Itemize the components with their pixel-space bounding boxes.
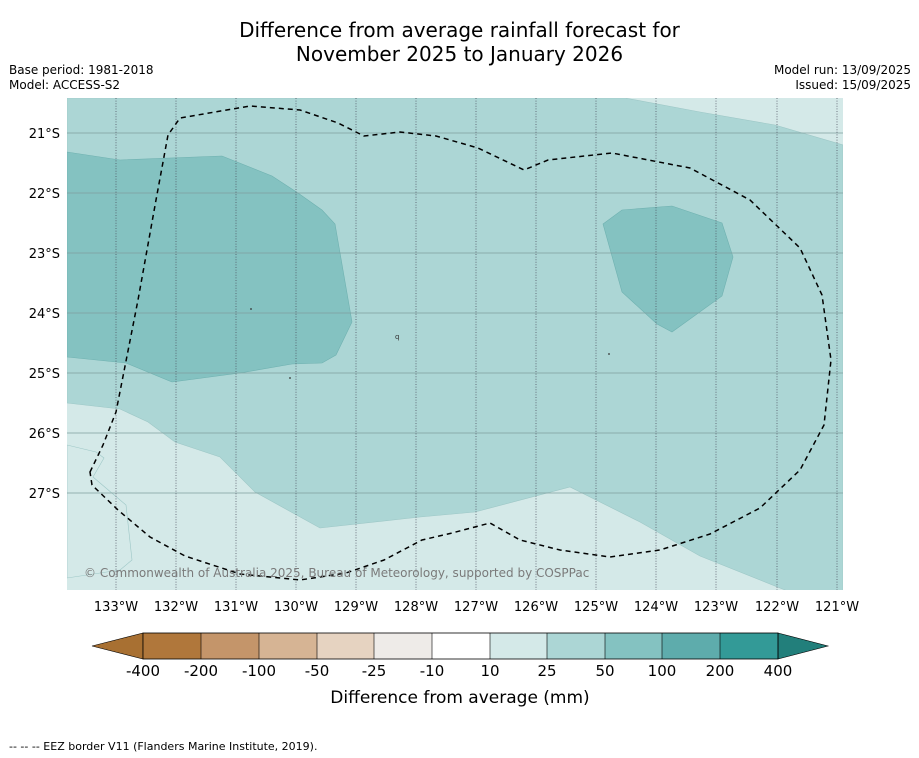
colorbar-segment: [432, 633, 490, 659]
footnote-eez: -- -- -- EEZ border V11 (Flanders Marine…: [9, 740, 318, 753]
model-run-text: Model run: 13/09/2025: [773, 63, 911, 77]
lon-labels: 133°W 132°W 131°W 130°W 129°W 128°W 127°…: [94, 600, 859, 615]
base-period-text: Base period: 1981-2018: [9, 63, 154, 77]
info-left: Base period: 1981-2018 Model: ACCESS-S2: [9, 63, 154, 93]
lat-label: 24°S: [29, 307, 60, 322]
colorbar-label: Difference from average (mm): [330, 688, 589, 708]
colorbar-tick-label: 25: [537, 662, 556, 680]
lat-label: 23°S: [29, 247, 60, 262]
colorbar-tick-label: 100: [648, 662, 677, 680]
lat-labels: 21°S 22°S 23°S 24°S 25°S 26°S 27°S: [29, 127, 60, 502]
lat-label: 26°S: [29, 427, 60, 442]
colorbar-segment: [259, 633, 317, 659]
colorbar-tick-label: -50: [305, 662, 330, 680]
colorbar-low-extension: [91, 632, 144, 660]
lon-label: 123°W: [694, 600, 738, 615]
colorbar-tick-label: -400: [126, 662, 160, 680]
colorbar-high-extension: [777, 632, 830, 660]
lat-label: 21°S: [29, 127, 60, 142]
rainfall-map: [67, 98, 843, 590]
lat-label: 22°S: [29, 187, 60, 202]
lon-label: 132°W: [154, 600, 198, 615]
colorbar-segment: [490, 633, 547, 659]
lon-label: 128°W: [394, 600, 438, 615]
colorbar-outline: [142, 632, 779, 660]
lon-label: 127°W: [454, 600, 498, 615]
lon-label: 121°W: [815, 600, 859, 615]
lon-label: 131°W: [214, 600, 258, 615]
colorbar-segment: [662, 633, 720, 659]
lat-gridlines: [67, 132, 843, 494]
colorbar-tick-labels: -400 -200 -100 -50 -25 -10 10 25 50 100 …: [126, 662, 792, 680]
colorbar-tick-label: -25: [362, 662, 387, 680]
colorbar-segment: [317, 633, 374, 659]
title-line-2: November 2025 to January 2026: [295, 42, 624, 66]
lon-label: 133°W: [94, 600, 138, 615]
islands: [250, 308, 610, 379]
colorbar-segment: [547, 633, 605, 659]
lon-label: 130°W: [274, 600, 318, 615]
issued-text: Issued: 15/09/2025: [795, 78, 911, 92]
colorbar-tick-label: 200: [706, 662, 735, 680]
colorbar-tick-label: -200: [184, 662, 218, 680]
lat-label: 27°S: [29, 487, 60, 502]
colorbar-segment: [143, 633, 201, 659]
lon-label: 125°W: [574, 600, 618, 615]
lon-label: 122°W: [755, 600, 799, 615]
lat-label: 25°S: [29, 367, 60, 382]
colorbar-tick-label: -100: [242, 662, 276, 680]
copyright-text: © Commonwealth of Australia 2025, Bureau…: [84, 566, 589, 580]
title-line-1: Difference from average rainfall forecas…: [239, 18, 680, 42]
colorbar-segment: [201, 633, 259, 659]
colorbar: [91, 632, 830, 660]
colorbar-segment: [374, 633, 432, 659]
colorbar-tick-label: 10: [480, 662, 499, 680]
info-right: Model run: 13/09/2025 Issued: 15/09/2025: [774, 63, 911, 93]
band-50-100-east: [602, 205, 734, 333]
colorbar-segment: [605, 633, 662, 659]
colorbar-tick-label: 50: [595, 662, 614, 680]
lon-label: 126°W: [514, 600, 558, 615]
model-text: Model: ACCESS-S2: [9, 78, 121, 92]
lon-label: 124°W: [634, 600, 678, 615]
colorbar-segment: [720, 633, 778, 659]
island-label: q: [395, 333, 399, 341]
eez-border: [89, 105, 832, 581]
colorbar-tick-label: -10: [420, 662, 445, 680]
colorbar-dividers: [200, 633, 721, 659]
colorbar-tick-label: 400: [764, 662, 793, 680]
chart-title: Difference from average rainfall forecas…: [0, 18, 919, 66]
band-50-100-west: [67, 151, 353, 383]
lon-label: 129°W: [334, 600, 378, 615]
